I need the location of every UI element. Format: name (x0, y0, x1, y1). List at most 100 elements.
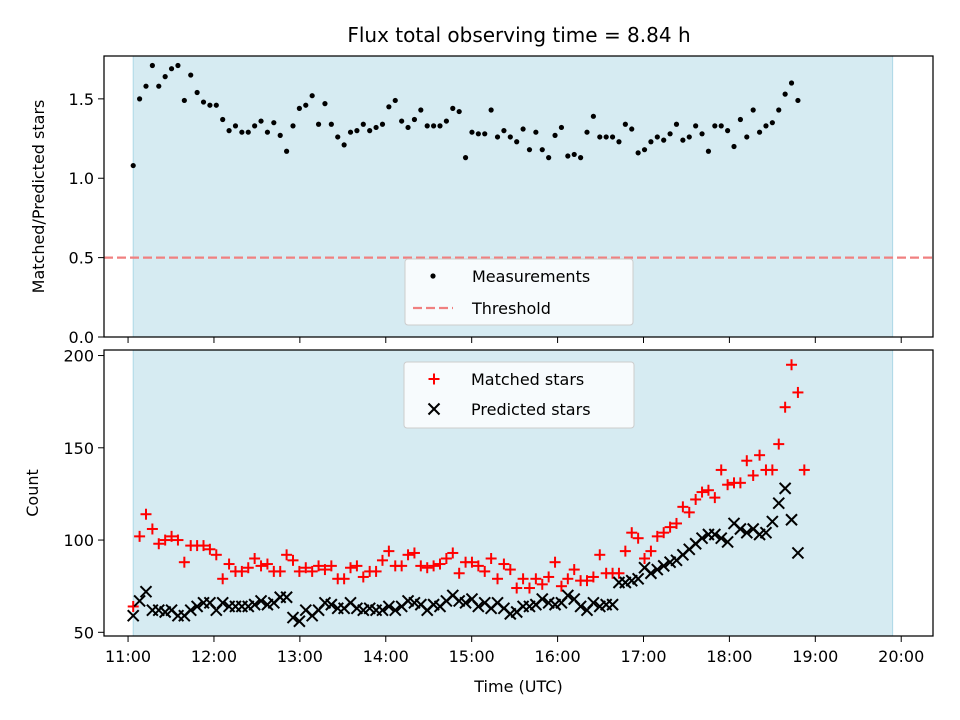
measurement-point (718, 123, 724, 129)
matched-star-point (140, 508, 152, 520)
predicted-star-point (644, 567, 658, 580)
measurement-point (731, 143, 737, 150)
measurement-point (431, 123, 437, 129)
predicted-star-point (254, 594, 268, 608)
measurement-point (462, 155, 469, 161)
x-tick-label-2: 13:00 (277, 647, 323, 666)
matched-star-point (357, 571, 369, 583)
matched-star-point (517, 573, 529, 585)
top-ytick-label-2: 1.0 (69, 169, 94, 188)
predicted-star-point (791, 546, 805, 560)
predicted-star-point (759, 526, 773, 539)
measurement-point (220, 116, 226, 123)
measurement-point (149, 62, 155, 69)
matched-star-point (338, 573, 350, 585)
bottom-panel: 50 100 150 200 11:00 12:00 13:00 14:00 15:00 16:… (23, 347, 934, 696)
matched-star-point (402, 549, 414, 561)
measurement-point (603, 134, 609, 140)
predicted-star-point (606, 598, 619, 611)
matched-star-point (485, 553, 497, 565)
matched-star-point (472, 560, 484, 572)
measurement-point (590, 113, 596, 119)
matched-star-point (210, 549, 222, 561)
matched-star-point (792, 386, 804, 398)
top-ytick-label-0: 0.0 (69, 328, 94, 347)
matched-star-point (159, 534, 171, 546)
matched-star-point (204, 543, 216, 555)
x-tick-label-5: 16:00 (535, 647, 581, 666)
matched-star-point (734, 477, 746, 489)
matched-star-point (587, 571, 599, 583)
matched-star-point (415, 560, 427, 572)
measurement-point (156, 83, 162, 89)
matched-star-point (217, 573, 229, 585)
measurement-point (507, 134, 513, 140)
matched-star-point (670, 517, 682, 529)
matched-star-point (498, 558, 510, 570)
measurement-point (795, 97, 801, 104)
matched-star-point (773, 438, 785, 450)
predicted-star-point (766, 515, 779, 528)
measurement-point (552, 132, 558, 138)
matched-star-point (325, 560, 337, 572)
measurement-point (354, 128, 360, 134)
legend-marker-predicted (427, 402, 441, 416)
matched-star-point (741, 455, 753, 467)
predicted-star-point (708, 528, 722, 541)
matched-star-point (345, 562, 357, 574)
legend-marker-matched (428, 373, 440, 385)
matched-star-point (786, 359, 798, 371)
measurement-point (450, 105, 456, 111)
matched-star-point (300, 562, 312, 574)
measurement-point (213, 102, 219, 108)
predicted-star-point (778, 482, 792, 495)
measurement-point (399, 118, 405, 124)
matched-star-point (306, 565, 318, 577)
measurement-point (641, 147, 648, 153)
bottom-ytick-label-3: 200 (63, 347, 94, 366)
matched-star-point (658, 527, 670, 539)
measurement-point (788, 80, 795, 86)
measurement-point (405, 124, 411, 131)
measurement-point (680, 137, 686, 143)
predicted-star-point (190, 600, 204, 613)
matched-star-point (274, 565, 286, 577)
measurement-point (335, 134, 341, 140)
matched-star-point (293, 565, 305, 577)
measurement-point (411, 116, 418, 123)
x-tick-label-4: 15:00 (449, 647, 495, 666)
measurement-point (194, 89, 200, 96)
matched-star-point (261, 558, 273, 570)
measurement-point (539, 147, 545, 153)
matched-star-point (798, 464, 810, 476)
matched-star-point (549, 556, 561, 568)
top-ytick-label-3: 1.5 (69, 90, 94, 109)
predicted-star-point (740, 526, 753, 539)
matched-star-point (178, 556, 190, 568)
measurement-point (526, 147, 533, 153)
measurement-point (501, 128, 507, 134)
measurement-point (744, 134, 750, 140)
matched-star-point (530, 573, 542, 585)
chart-title: Flux total observing time = 8.84 h (347, 23, 690, 47)
predicted-star-point (472, 600, 485, 613)
predicted-star-point (286, 611, 300, 624)
matched-star-point (715, 464, 727, 476)
bottom-ytick-label-1: 100 (63, 531, 94, 550)
measurement-point (290, 123, 296, 129)
measurement-point (725, 128, 731, 134)
predicted-star-point (587, 596, 600, 609)
measurement-point (705, 148, 712, 154)
matched-star-point (408, 547, 420, 559)
matched-star-point (677, 501, 689, 513)
measurement-point (252, 123, 258, 129)
measurement-point (712, 123, 718, 129)
matched-star-point (396, 560, 408, 572)
measurement-point (175, 62, 181, 69)
x-tick-label-7: 18:00 (706, 647, 752, 666)
measurement-point (648, 139, 654, 145)
matched-star-point (440, 553, 452, 565)
measurement-point (693, 123, 699, 129)
measurement-point (245, 129, 251, 135)
